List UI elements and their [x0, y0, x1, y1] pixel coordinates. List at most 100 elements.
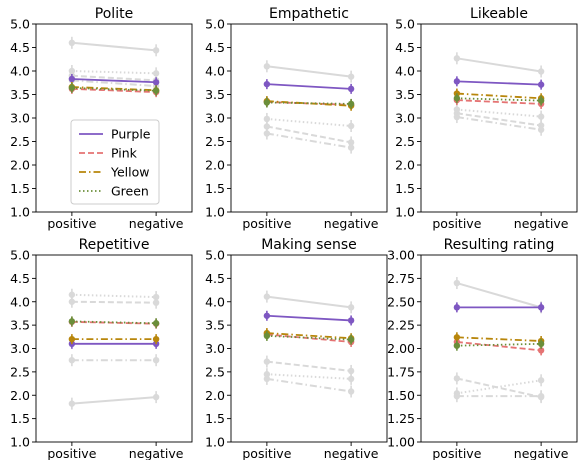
- data-point: [152, 79, 160, 86]
- gray-series-1: [68, 36, 160, 57]
- y-tick-label: 2.5: [10, 364, 30, 379]
- y-tick-label: 3.00: [387, 248, 415, 263]
- data-point: [263, 293, 271, 300]
- chart-panel-4: Repetitive 1.0 1.5 2.0 2.5 3.0 3.5 4.0 4.5 5.0 pos…: [10, 237, 193, 460]
- series-line: [266, 334, 352, 341]
- x-tick-label: negative: [324, 216, 379, 231]
- data-point: [152, 70, 160, 77]
- y-tick-label: 2.0: [395, 158, 415, 173]
- series-line: [71, 70, 157, 75]
- series-green: [68, 82, 160, 96]
- series-pink: [263, 97, 355, 110]
- series-purple: [263, 79, 355, 94]
- series-line: [71, 300, 157, 304]
- data-point: [537, 68, 545, 75]
- series-purple: [263, 310, 355, 326]
- data-point: [453, 113, 461, 121]
- data-point: [68, 75, 76, 83]
- gray-series-3: [68, 354, 160, 367]
- y-tick-label: 3.5: [10, 87, 30, 102]
- series-line: [71, 87, 157, 94]
- y-tick-label: 5.0: [395, 17, 415, 32]
- y-tick-label: 3.5: [205, 318, 225, 333]
- y-tick-label: 2.0: [205, 158, 225, 173]
- legend-label: Green: [111, 184, 149, 199]
- data-point: [537, 81, 545, 88]
- data-point: [347, 100, 355, 108]
- chart-title: Resulting rating: [444, 237, 555, 253]
- data-point: [68, 298, 76, 305]
- data-point: [537, 340, 545, 348]
- series-purple: [453, 302, 545, 313]
- series-line: [456, 377, 542, 399]
- gray-series-2: [453, 372, 545, 404]
- data-point: [263, 80, 271, 88]
- gray-series-2: [263, 355, 355, 377]
- data-point: [537, 97, 545, 104]
- y-tick-label: 4.5: [205, 271, 225, 286]
- chart-title: Repetitive: [79, 237, 150, 253]
- y-tick-label: 3.5: [395, 87, 415, 102]
- y-tick-label: 4.0: [205, 294, 225, 309]
- series-line: [456, 379, 542, 395]
- series-purple: [453, 76, 545, 90]
- data-point: [263, 312, 271, 319]
- data-point: [347, 122, 355, 130]
- series-line: [71, 396, 157, 405]
- data-point: [347, 85, 355, 93]
- data-point: [68, 39, 76, 46]
- chart-title: Making sense: [261, 237, 357, 253]
- y-tick-label: 1.5: [205, 181, 225, 196]
- series-purple: [68, 338, 160, 349]
- legend-label: Yellow: [110, 165, 149, 180]
- series-green: [263, 97, 355, 109]
- x-tick-label: positive: [242, 446, 291, 460]
- data-point: [263, 123, 271, 130]
- series-line: [266, 333, 352, 343]
- x-tick-label: positive: [432, 216, 481, 231]
- y-tick-label: 1.5: [205, 411, 225, 426]
- y-tick-label: 1.50: [387, 388, 415, 403]
- plot-frame: [35, 254, 193, 443]
- y-tick-label: 5.0: [10, 17, 30, 32]
- chart-panel-1: Polite 1.0 1.5 2.0 2.5 3.0 3.5 4.0 4.5 5.0 positiv…: [10, 6, 193, 231]
- data-point: [537, 113, 545, 120]
- series-line: [266, 65, 352, 78]
- y-tick-label: 1.00: [387, 435, 415, 450]
- y-tick-label: 3.0: [10, 111, 30, 126]
- data-point: [453, 342, 461, 349]
- y-tick-label: 3.0: [395, 111, 415, 126]
- data-point: [347, 367, 355, 375]
- data-point: [453, 55, 461, 62]
- legend-box: [70, 119, 160, 205]
- plot-frame: [420, 254, 578, 443]
- gray-series-1: [453, 52, 545, 78]
- y-tick-label: 4.0: [395, 64, 415, 79]
- y-tick-label: 3.5: [10, 318, 30, 333]
- y-tick-label: 4.5: [205, 40, 225, 55]
- y-tick-label: 4.0: [10, 294, 30, 309]
- data-point: [263, 115, 271, 123]
- data-point: [152, 320, 160, 327]
- series-line: [266, 117, 352, 127]
- y-tick-label: 4.0: [205, 64, 225, 79]
- chart-title: Likeable: [470, 6, 528, 22]
- data-point: [68, 84, 76, 92]
- y-tick-label: 4.5: [10, 271, 30, 286]
- data-point: [347, 388, 355, 395]
- series-line: [71, 74, 157, 82]
- x-tick-label: negative: [514, 446, 569, 460]
- data-point: [347, 73, 355, 80]
- y-tick-label: 2.0: [10, 388, 30, 403]
- data-point: [152, 335, 160, 343]
- chart-panel-6: Resulting rating 1.00 1.25 1.50 1.75 2.00 2.25…: [387, 237, 578, 460]
- gray-series-1: [263, 290, 355, 314]
- y-tick-label: 5.0: [205, 17, 225, 32]
- data-point: [68, 318, 76, 325]
- series-line: [266, 101, 352, 105]
- chart-title: Polite: [95, 6, 133, 22]
- series-line: [71, 41, 157, 52]
- series-line: [456, 112, 542, 127]
- y-tick-label: 2.25: [387, 318, 415, 333]
- y-tick-label: 2.5: [205, 134, 225, 149]
